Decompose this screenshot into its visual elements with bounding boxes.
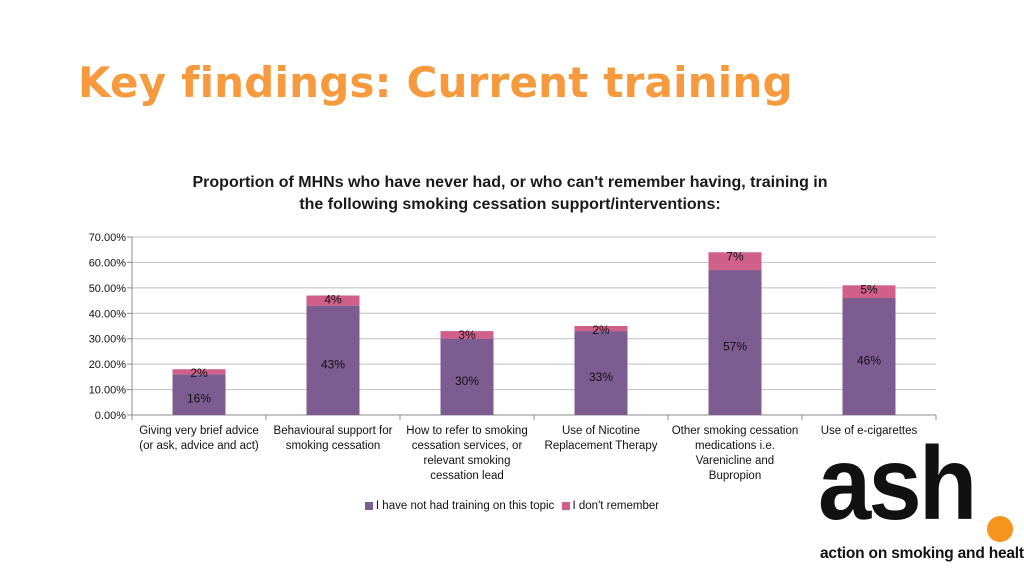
legend-label: I don't remember bbox=[572, 500, 660, 512]
chart-title: Proportion of MHNs who have never had, o… bbox=[100, 172, 920, 216]
data-label: 46% bbox=[857, 354, 881, 368]
data-label: 3% bbox=[458, 328, 476, 342]
data-label: 43% bbox=[321, 357, 345, 371]
y-tick-label: 60.00% bbox=[89, 257, 127, 269]
bar-dont-remember bbox=[842, 285, 896, 299]
bar-not-trained bbox=[708, 270, 762, 415]
legend-item-not-trained: I have not had training on this topic bbox=[364, 500, 555, 512]
bar-dont-remember bbox=[172, 369, 226, 375]
data-label: 2% bbox=[190, 366, 208, 380]
data-label: 16% bbox=[187, 392, 211, 406]
chart-title-line-2: the following smoking cessation support/… bbox=[299, 196, 721, 213]
legend-swatch bbox=[561, 502, 570, 510]
legend-swatch bbox=[364, 502, 373, 510]
bar-not-trained bbox=[842, 298, 896, 415]
y-tick-label: 0.00% bbox=[95, 410, 126, 422]
bar-dont-remember bbox=[440, 331, 494, 339]
data-label: 57% bbox=[723, 340, 747, 354]
data-label: 2% bbox=[592, 323, 610, 337]
y-tick-label: 70.00% bbox=[89, 232, 127, 244]
bar-dont-remember bbox=[708, 252, 762, 271]
y-tick-label: 50.00% bbox=[89, 283, 127, 295]
x-category-label: How to refer to smoking cessation servic… bbox=[406, 425, 528, 482]
logo-dot bbox=[987, 516, 1013, 542]
page-title: Key findings: Current training bbox=[78, 58, 793, 107]
x-category-label: Use of Nicotine Replacement Therapy bbox=[544, 425, 658, 452]
logo-tagline: action on smoking and health bbox=[820, 545, 1024, 562]
logo-wordmark: ash bbox=[818, 426, 977, 542]
bar-dont-remember bbox=[306, 295, 360, 306]
data-label: 33% bbox=[589, 370, 613, 384]
x-category-label: Behavioural support for smoking cessatio… bbox=[273, 425, 393, 452]
y-tick-label: 40.00% bbox=[89, 308, 127, 320]
bar-not-trained bbox=[172, 374, 226, 415]
y-tick-label: 30.00% bbox=[89, 334, 127, 346]
legend-label: I have not had training on this topic bbox=[375, 500, 555, 512]
y-tick-label: 10.00% bbox=[89, 385, 127, 397]
x-category-label: Other smoking cessation medications i.e.… bbox=[671, 425, 799, 482]
bar-not-trained bbox=[306, 305, 360, 415]
chart-title-line-1: Proportion of MHNs who have never had, o… bbox=[192, 174, 828, 191]
bar-not-trained bbox=[574, 331, 628, 415]
x-category-label: Use of e-cigarettes bbox=[820, 425, 918, 437]
chart-legend: I have not had training on this topic I … bbox=[0, 500, 1024, 513]
legend-item-dont-remember: I don't remember bbox=[561, 500, 660, 512]
data-label: 7% bbox=[726, 249, 744, 263]
x-category-label: Giving very brief advice (or ask, advice… bbox=[139, 425, 259, 452]
y-tick-label: 20.00% bbox=[89, 359, 127, 371]
data-label: 4% bbox=[324, 292, 342, 306]
bar-not-trained bbox=[440, 338, 494, 415]
data-label: 30% bbox=[455, 374, 479, 388]
data-label: 5% bbox=[860, 282, 878, 296]
ash-logo: ash action on smoking and health bbox=[818, 432, 1024, 567]
bar-dont-remember bbox=[574, 326, 628, 332]
